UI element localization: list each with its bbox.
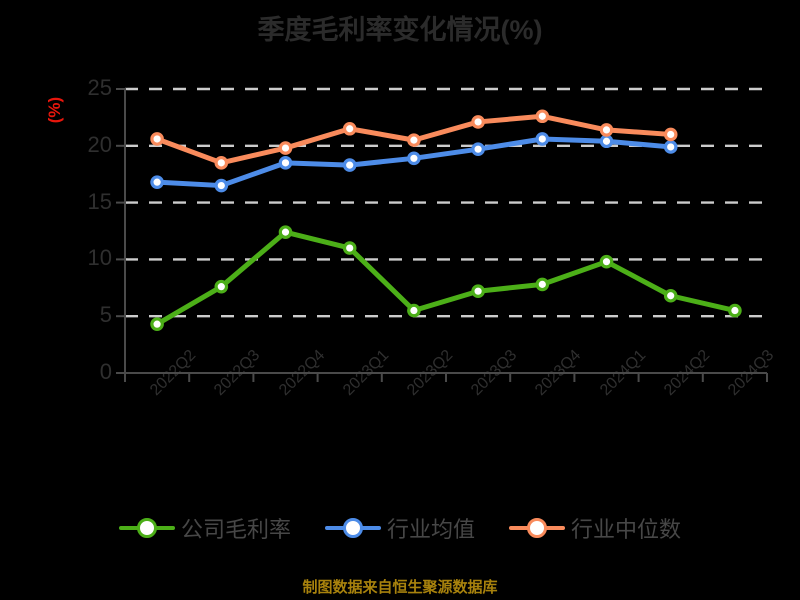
footer-note: 制图数据来自恒生聚源数据库 — [302, 579, 498, 596]
data-point-marker — [663, 140, 678, 154]
legend-item[interactable]: 行业中位数 — [509, 512, 681, 544]
legend-item[interactable]: 公司毛利率 — [118, 512, 291, 544]
legend-marker-icon — [509, 517, 565, 539]
data-point-marker — [214, 279, 229, 294]
legend-label: 行业均值 — [386, 517, 475, 542]
data-point-marker — [278, 225, 293, 239]
legend-item[interactable]: 行业均值 — [324, 512, 475, 544]
y-tick-label: 20 — [87, 131, 112, 157]
data-point-marker — [728, 303, 742, 318]
y-tick-label: 25 — [87, 75, 112, 100]
data-point-marker — [535, 132, 550, 146]
data-point-marker — [663, 288, 678, 303]
data-point-marker — [342, 158, 357, 172]
legend-marker-icon — [118, 517, 175, 539]
data-point-marker — [407, 151, 421, 166]
legend-marker-icon — [324, 517, 381, 539]
data-point-marker — [535, 277, 550, 292]
data-point-marker — [150, 317, 164, 331]
data-point-marker — [471, 284, 485, 299]
legend-label: 公司毛利率 — [180, 517, 291, 542]
data-point-marker — [471, 142, 485, 157]
chart-title: 季度毛利率变化情况(%) — [257, 15, 543, 45]
data-point-marker — [599, 123, 614, 137]
data-point-marker — [214, 178, 229, 193]
data-point-marker — [599, 254, 614, 269]
data-point-marker — [407, 303, 421, 318]
data-point-marker — [663, 127, 678, 142]
y-tick-label: 10 — [87, 245, 112, 271]
data-point-marker — [599, 134, 614, 149]
legend-label: 行业中位数 — [571, 517, 682, 542]
data-point-marker — [342, 121, 357, 136]
y-tick-label: 5 — [99, 302, 112, 328]
chart-legend: 公司毛利率 行业均值 行业中位数 — [0, 512, 800, 544]
data-point-marker — [150, 175, 164, 189]
data-point-marker — [471, 115, 485, 129]
data-point-marker — [535, 109, 550, 124]
data-point-marker — [342, 241, 357, 255]
data-point-marker — [407, 133, 421, 147]
data-point-marker — [150, 132, 164, 146]
series-line — [154, 229, 738, 327]
data-point-marker — [278, 141, 293, 155]
y-tick-label: 15 — [87, 188, 112, 214]
data-point-marker — [214, 156, 229, 170]
data-point-marker — [278, 156, 293, 170]
y-tick-label: 0 — [99, 359, 112, 384]
